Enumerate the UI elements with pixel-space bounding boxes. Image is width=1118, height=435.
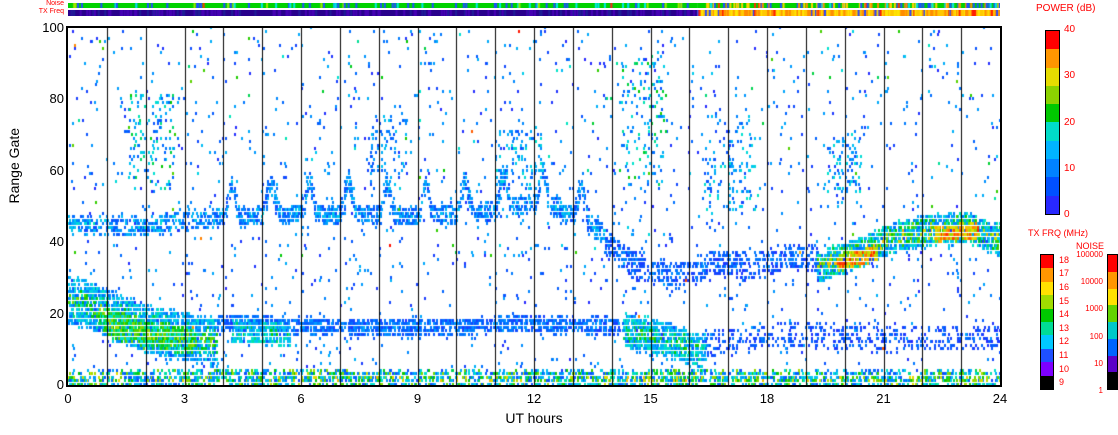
- colorbar-segment: [1108, 355, 1117, 373]
- y-tick-label: 80: [49, 91, 64, 107]
- noise-colorbar: [1107, 254, 1118, 390]
- x-tick-label: 3: [180, 391, 189, 406]
- colorbar-segment: [1046, 67, 1059, 86]
- colorbar-segment: [1046, 49, 1059, 68]
- y-axis-title: Range Gate: [6, 128, 22, 204]
- noise-strip-canvas: [68, 3, 1000, 8]
- colorbar-segment: [1041, 375, 1053, 390]
- colorbar-segment: [1041, 268, 1053, 282]
- txfreq-strip-label: TX Freq: [38, 8, 64, 15]
- colorbar-segment: [1046, 122, 1059, 141]
- y-tick-label: 0: [56, 377, 64, 392]
- txfrq-colorbar-label: 16: [1059, 282, 1070, 292]
- txfrq-colorbar-label: 18: [1059, 254, 1070, 265]
- colorbar-segment: [1041, 335, 1053, 349]
- txfrq-colorbar-label: 15: [1059, 295, 1070, 306]
- colorbar-segment: [1046, 85, 1059, 105]
- colorbar-segment: [1041, 308, 1053, 323]
- y-tick-label: 20: [49, 305, 64, 321]
- noise-colorbar-label: 10000: [1080, 277, 1103, 287]
- colorbar-segment: [1046, 104, 1059, 123]
- colorbar-segment: [1108, 255, 1117, 272]
- x-tick-label: 6: [297, 391, 305, 406]
- x-tick-label: 9: [413, 391, 422, 406]
- colorbar-segment: [1046, 31, 1059, 50]
- txfrq-colorbar: [1040, 254, 1054, 390]
- colorbar-segment: [1041, 362, 1053, 376]
- y-tick-label: 40: [49, 234, 64, 250]
- txfrq-colorbar-label: 11: [1059, 350, 1069, 360]
- x-tick-label: 12: [526, 391, 542, 406]
- colorbar-segment: [1041, 255, 1053, 269]
- noise-colorbar-label: 100: [1089, 331, 1103, 341]
- colorbar-segment: [1108, 305, 1117, 322]
- x-axis-title: UT hours: [505, 410, 563, 426]
- power-colorbar-label: 40: [1064, 24, 1076, 35]
- txfrq-colorbar-label: 12: [1059, 336, 1070, 347]
- plot-frame: [66, 26, 1002, 387]
- colorbar-segment: [1108, 322, 1117, 339]
- x-tick-label: 15: [643, 391, 658, 406]
- noise-strip-label: Noise: [46, 0, 64, 7]
- colorbar-segment: [1108, 288, 1117, 306]
- colorbar-segment: [1046, 195, 1059, 214]
- power-colorbar-label: 10: [1064, 162, 1076, 174]
- power-colorbar-label: 0: [1064, 209, 1070, 220]
- colorbar-segment: [1041, 295, 1053, 309]
- x-tick-label: 0: [64, 391, 72, 406]
- colorbar-segment: [1041, 281, 1053, 296]
- noise-colorbar-label: 1: [1098, 386, 1103, 395]
- colorbar-segment: [1108, 271, 1117, 289]
- txfrq-colorbar-label: 13: [1059, 322, 1070, 333]
- txfrq-colorbar-label: 10: [1059, 363, 1070, 374]
- noise-colorbar-label: 1000: [1085, 304, 1103, 314]
- colorbar-segment: [1041, 322, 1053, 336]
- txfrq-colorbar-title: TX FRQ (MHz): [1028, 228, 1088, 238]
- txfrq-colorbar-label: 17: [1059, 268, 1070, 279]
- colorbar-segment: [1108, 338, 1117, 356]
- noise-colorbar-label: 100000: [1076, 250, 1103, 259]
- y-tick-label: 60: [49, 162, 64, 178]
- colorbar-segment: [1046, 159, 1059, 178]
- colorbar-segment: [1046, 140, 1059, 160]
- colorbar-segment: [1108, 372, 1117, 389]
- x-tick-label: 24: [992, 391, 1008, 406]
- rti-scatter-canvas: [68, 28, 1000, 385]
- txfrq-colorbar-label: 9: [1059, 377, 1065, 388]
- power-colorbar-label: 20: [1064, 116, 1076, 128]
- noise-colorbar-label: 10: [1094, 358, 1103, 368]
- txfreq-strip-canvas: [68, 10, 1000, 16]
- y-tick-label: 100: [42, 20, 64, 35]
- colorbar-segment: [1046, 177, 1059, 196]
- power-colorbar: [1045, 30, 1060, 215]
- noise-colorbar-title: NOISE: [1076, 241, 1105, 251]
- x-tick-label: 18: [759, 391, 775, 406]
- x-tick-label: 21: [876, 391, 891, 406]
- colorbar-segment: [1041, 348, 1053, 363]
- power-colorbar-title: POWER (dB): [1036, 3, 1096, 14]
- txfrq-colorbar-label: 14: [1059, 309, 1070, 320]
- power-colorbar-label: 30: [1064, 70, 1076, 82]
